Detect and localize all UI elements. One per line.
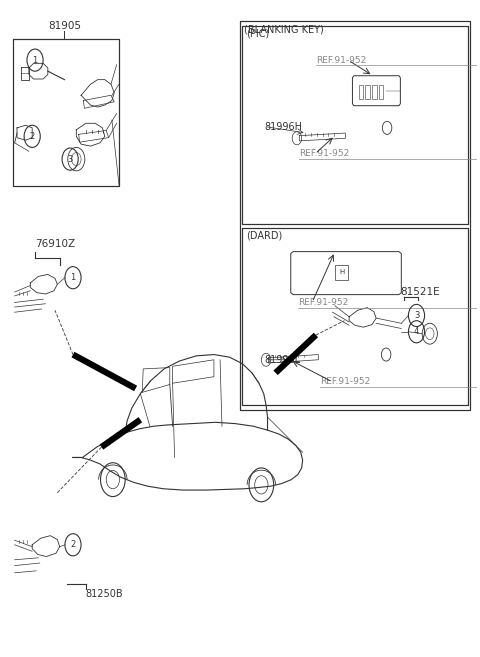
Text: REF.91-952: REF.91-952 xyxy=(316,56,366,64)
Bar xyxy=(379,85,384,99)
Text: H: H xyxy=(339,269,344,275)
Text: (PIC): (PIC) xyxy=(246,29,269,39)
Text: REF.91-952: REF.91-952 xyxy=(320,377,370,386)
Bar xyxy=(372,85,377,99)
Bar xyxy=(365,85,370,99)
Text: REF.91-952: REF.91-952 xyxy=(298,298,348,307)
Text: 81905: 81905 xyxy=(48,21,81,31)
Bar xyxy=(335,265,348,280)
Text: 3: 3 xyxy=(68,154,73,164)
Text: (DARD): (DARD) xyxy=(246,231,282,240)
Text: 1: 1 xyxy=(33,56,37,64)
Text: 76910Z: 76910Z xyxy=(35,239,75,249)
Text: 2: 2 xyxy=(71,540,76,549)
Text: 81250B: 81250B xyxy=(86,589,123,599)
Text: 2: 2 xyxy=(30,132,35,141)
Text: 1: 1 xyxy=(71,273,76,283)
Text: (BLANKING KEY): (BLANKING KEY) xyxy=(244,24,324,34)
Text: 81996H: 81996H xyxy=(264,122,303,131)
Text: 4: 4 xyxy=(414,327,419,336)
Text: 81996L: 81996L xyxy=(264,355,301,365)
Text: REF.91-952: REF.91-952 xyxy=(300,149,349,158)
Bar xyxy=(359,85,363,99)
Text: 3: 3 xyxy=(414,311,419,320)
Text: 81521E: 81521E xyxy=(400,287,440,297)
